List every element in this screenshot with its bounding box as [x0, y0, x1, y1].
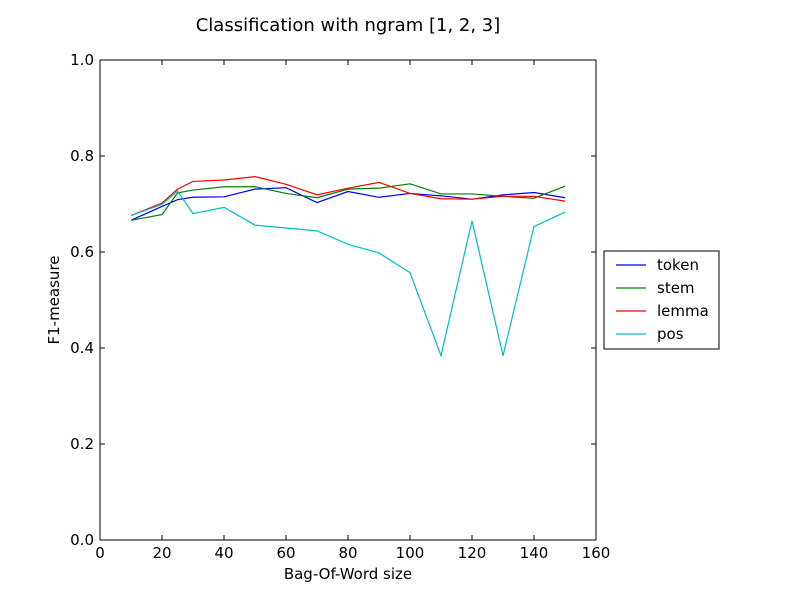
- series-layer: [130, 176, 566, 358]
- legend-label-stem: stem: [657, 279, 695, 297]
- x-axis-label: Bag-Of-Word size: [284, 565, 412, 583]
- series-line-token: [130, 187, 566, 221]
- x-tick-label: 160: [582, 544, 611, 562]
- y-tick-label: 0.0: [70, 531, 94, 549]
- x-tick-label: 80: [338, 544, 357, 562]
- tick-layer: 0 20 40 60 80 100 120 140 160 0.0 0.2 0.4 0.6 0.8 1.0: [70, 51, 610, 562]
- series-line-stem: [130, 183, 566, 221]
- legend-frame: [603, 250, 720, 350]
- legend-label-token: token: [657, 256, 699, 274]
- x-tick-label: 60: [276, 544, 295, 562]
- y-tick-label: 0.2: [70, 435, 94, 453]
- x-tick-label: 120: [458, 544, 487, 562]
- series-line-lemma: [130, 176, 566, 217]
- x-tick-label: 0: [95, 544, 105, 562]
- chart-title: Classification with ngram [1, 2, 3]: [196, 15, 501, 36]
- y-tick-label: 0.8: [70, 147, 94, 165]
- y-axis-label: F1-measure: [45, 255, 63, 344]
- legend-label-lemma: lemma: [657, 302, 709, 320]
- legend: token stem lemma pos: [603, 250, 720, 350]
- x-tick-label: 40: [214, 544, 233, 562]
- x-tick-label: 100: [396, 544, 425, 562]
- series-line-pos: [130, 190, 566, 358]
- plot-frame: [99, 59, 597, 541]
- legend-label-pos: pos: [657, 325, 684, 343]
- y-tick-label: 0.4: [70, 339, 94, 357]
- legend-items: token stem lemma pos: [616, 256, 709, 343]
- plot-background: [100, 60, 596, 540]
- y-tick-label: 0.6: [70, 243, 94, 261]
- x-tick-label: 20: [152, 544, 171, 562]
- x-tick-label: 140: [520, 544, 549, 562]
- y-tick-label: 1.0: [70, 51, 94, 69]
